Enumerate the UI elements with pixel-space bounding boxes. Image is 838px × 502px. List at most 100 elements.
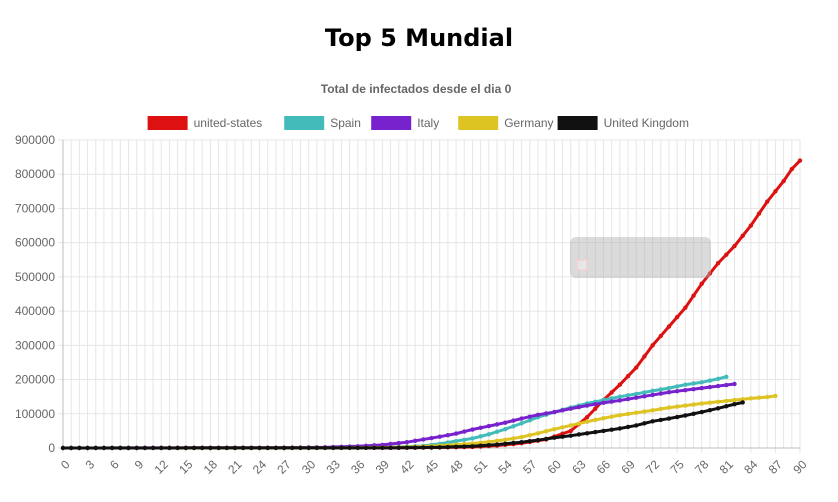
data-point [797, 158, 803, 163]
data-point [478, 443, 483, 448]
legend-label: Spain [330, 116, 361, 130]
data-point [674, 384, 680, 389]
data-point [634, 365, 639, 370]
legend-item[interactable]: Germany [458, 116, 554, 130]
data-point [576, 432, 582, 437]
data-point [666, 390, 672, 395]
x-tick-label: 12 [152, 457, 172, 477]
data-point [642, 394, 647, 399]
data-point [470, 444, 475, 449]
legend-item[interactable]: Spain [284, 116, 361, 130]
chart-title: Total de infectados desde el dia 0 [321, 82, 512, 96]
data-point [756, 395, 762, 400]
data-point [437, 445, 442, 450]
data-point [543, 436, 549, 442]
data-point [519, 434, 524, 440]
data-point [715, 261, 721, 266]
data-point [634, 391, 639, 397]
data-point [306, 445, 311, 451]
data-point [707, 271, 713, 276]
data-point [765, 394, 770, 400]
data-point [601, 400, 606, 406]
data-point [691, 386, 696, 392]
x-tick-label: 57 [520, 457, 540, 477]
data-point [224, 445, 229, 451]
data-point [707, 400, 713, 405]
data-point [494, 422, 500, 427]
data-point [77, 445, 82, 451]
data-point [650, 408, 655, 413]
data-point [322, 445, 328, 451]
data-point [453, 431, 459, 436]
x-tick-label: 24 [250, 457, 270, 477]
y-tick-label: 400000 [15, 304, 55, 318]
legend[interactable]: united-states Spain Italy Germany United Kin… [147, 116, 689, 130]
data-point [445, 444, 451, 450]
data-point [216, 445, 221, 451]
data-point [183, 445, 189, 451]
data-point [396, 440, 401, 446]
data-point [380, 445, 385, 451]
data-point [298, 445, 303, 451]
data-point [470, 436, 475, 441]
data-point [552, 409, 557, 415]
data-point [208, 445, 213, 451]
data-point [584, 431, 590, 436]
legend-item[interactable]: Italy [371, 116, 439, 130]
data-point [683, 413, 688, 418]
x-tick-label: 6 [107, 457, 122, 472]
x-tick-label: 18 [201, 457, 221, 477]
data-point [732, 381, 737, 387]
data-point [412, 438, 418, 444]
data-point [650, 392, 655, 398]
data-point [486, 442, 492, 448]
x-tick-label: 90 [790, 457, 810, 477]
data-point [765, 199, 770, 204]
data-point [552, 435, 557, 440]
series-united-kingdom [60, 400, 745, 451]
data-point [683, 387, 688, 393]
data-point [715, 399, 721, 404]
data-point [535, 437, 541, 443]
data-point [715, 406, 721, 411]
data-point [535, 431, 541, 436]
y-tick-label: 100000 [15, 407, 55, 421]
x-tick-label: 0 [58, 457, 73, 472]
data-point [666, 385, 672, 391]
y-tick-label: 200000 [15, 373, 55, 387]
data-point [593, 429, 598, 435]
data-point [724, 404, 729, 409]
data-point [724, 382, 729, 388]
data-point [273, 445, 279, 451]
legend-item[interactable]: united-states [147, 116, 263, 130]
x-tick-label: 27 [274, 457, 294, 477]
data-point [732, 243, 737, 249]
data-point [715, 383, 721, 389]
data-point [642, 409, 647, 414]
data-point [732, 401, 737, 407]
data-point [281, 445, 287, 451]
legend-item[interactable]: United Kingdom [557, 116, 689, 130]
data-point [683, 403, 688, 408]
data-point [724, 398, 729, 404]
data-point [527, 414, 532, 419]
tooltip-box [570, 237, 711, 278]
data-point [290, 445, 295, 451]
data-point [699, 409, 704, 415]
data-point [363, 445, 369, 451]
data-point [175, 445, 180, 451]
data-point [85, 445, 90, 451]
data-point [584, 419, 590, 424]
data-point [134, 445, 139, 451]
data-point [674, 388, 680, 394]
data-point [503, 420, 508, 425]
data-point [617, 382, 623, 387]
data-point [101, 445, 107, 451]
data-point [756, 211, 762, 216]
data-point [519, 416, 524, 421]
data-point [568, 428, 573, 434]
data-point [650, 419, 655, 424]
data-point [486, 432, 492, 437]
data-point [593, 401, 598, 407]
data-point [568, 433, 573, 438]
